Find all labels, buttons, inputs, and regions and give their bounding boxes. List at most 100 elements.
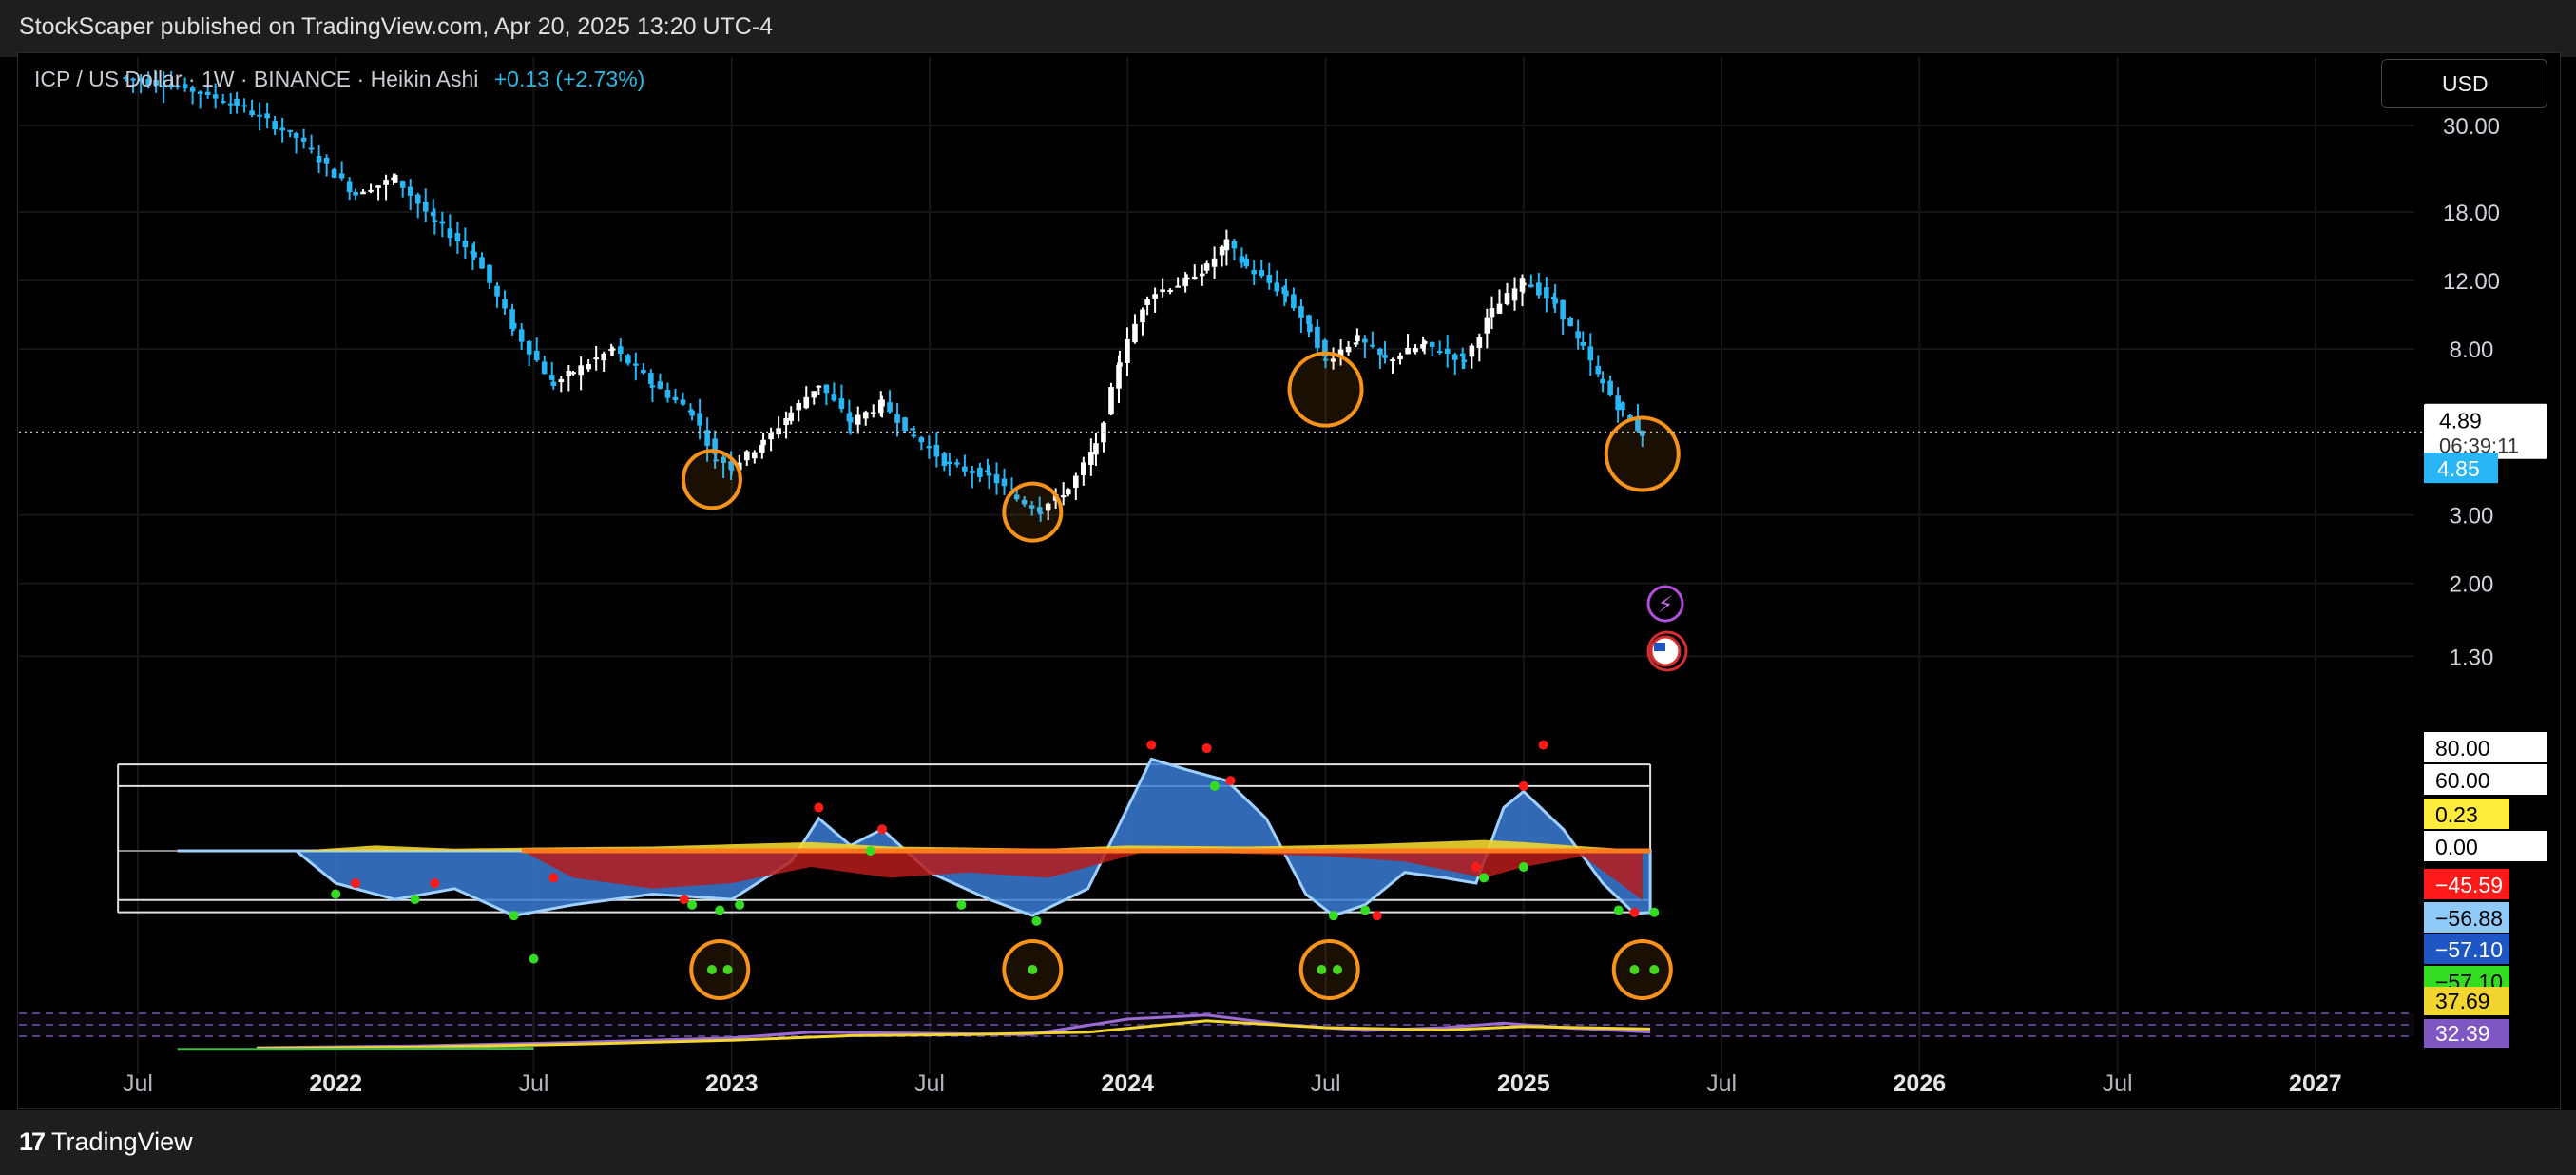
candle-body [1451, 354, 1458, 360]
candle-body [189, 87, 196, 92]
oscillator-red-dot [1629, 907, 1640, 917]
rsi-value-tag [2424, 987, 2509, 1015]
oscillator-green-dot [722, 965, 733, 974]
oscillator-green-dot [1629, 965, 1640, 974]
candle-body [743, 451, 750, 461]
rsi-line [256, 1013, 1651, 1050]
candle-body [601, 353, 606, 361]
time-tick-label: 2022 [309, 1070, 362, 1097]
candle-body [168, 85, 175, 87]
oscillator-area [521, 851, 1643, 900]
rsi-value-tag [2424, 1019, 2509, 1048]
currency-button[interactable]: USD [2381, 59, 2547, 108]
candle-body [1567, 318, 1573, 327]
candle-body [1620, 402, 1625, 411]
oscillator-red-dot [814, 802, 824, 813]
oscillator-green-dot [706, 965, 717, 974]
rsi-line [256, 1019, 1651, 1050]
footer: 17 TradingView [0, 1110, 2576, 1175]
price-axis: 30.0018.0012.008.003.002.001.304.8906:39… [2424, 114, 2547, 1048]
last-price-tag [2424, 403, 2547, 459]
candle-body [1615, 395, 1621, 411]
candle-body [1001, 478, 1008, 487]
candle-body [346, 181, 353, 193]
time-tick-label: Jul [519, 1070, 549, 1097]
candle-body [1551, 296, 1557, 299]
candle-body [1231, 241, 1238, 249]
candle-body [212, 94, 219, 99]
candle-body [728, 468, 735, 471]
oscillator-circle-marker [1611, 939, 1673, 1000]
oscillator-red-dot [1146, 740, 1157, 750]
candle-body [1484, 317, 1490, 334]
rsi-value-label: 32.39 [2435, 1021, 2490, 1046]
candle-body [1132, 323, 1138, 343]
candle-body [1223, 239, 1230, 251]
candle-body [593, 357, 599, 360]
candle-body [161, 85, 166, 88]
oscillator-green-dot [715, 905, 725, 915]
candle-body [1073, 475, 1079, 488]
candle-body [541, 361, 548, 375]
candle-body [308, 147, 315, 150]
change-label: +0.13 (+2.73%) [493, 67, 645, 91]
candle-body [846, 413, 853, 422]
lightning-glyph: ⚡ [1658, 592, 1674, 618]
candle-body [910, 428, 915, 431]
oscillator-red-dot [1201, 743, 1212, 754]
candle-body [759, 445, 765, 453]
candle-body [1377, 348, 1383, 356]
oscillator-green-dot [1209, 780, 1220, 791]
oscillator-red-dot [548, 873, 559, 883]
candle-body [1528, 284, 1534, 288]
candle-body [1307, 323, 1313, 333]
candle-body [1088, 452, 1094, 465]
candle-body [1511, 288, 1518, 301]
candle-body [392, 174, 398, 183]
candle-body [518, 329, 525, 342]
candle-body [510, 322, 517, 329]
chart-frame[interactable] [17, 52, 2561, 1109]
candle-body [1060, 495, 1067, 498]
candle-body [432, 220, 438, 222]
candle-body [1160, 289, 1165, 293]
candle-body [1203, 263, 1210, 271]
candle-body [664, 390, 671, 398]
oscillator-value-label: −57.10 [2435, 937, 2503, 962]
candle-body [338, 173, 345, 179]
candle-body [1469, 345, 1475, 357]
candle-body [1635, 417, 1641, 432]
rsi-line [177, 1047, 534, 1051]
oscillator-red-dot [1372, 911, 1382, 921]
candle-body [838, 398, 845, 410]
candle-body [1045, 503, 1051, 511]
time-axis: Jul 2022 Jul 2023 Jul 2024 Jul 2025 Jul 2026 Jul 20… [123, 1070, 2342, 1097]
candle-body [197, 91, 203, 95]
candle-body [1436, 351, 1443, 354]
candle-body [768, 433, 774, 440]
candle-body [1140, 309, 1145, 323]
candle-body [1444, 348, 1451, 354]
candle-body [918, 437, 925, 443]
candle-body [1595, 366, 1602, 375]
candle-body [1600, 378, 1605, 384]
candle-body [586, 364, 591, 370]
candle-body [1476, 337, 1483, 348]
candle-body [697, 413, 702, 426]
candle-body [323, 157, 330, 164]
time-tick-label: Jul [914, 1070, 945, 1097]
oscillator-green-dot [1649, 907, 1660, 917]
candle-body [430, 211, 436, 217]
price-tick-label: 3.00 [2450, 504, 2494, 530]
candle-body [407, 186, 413, 196]
candle-body [672, 396, 679, 401]
candle-body [1382, 355, 1388, 358]
candle-body [760, 439, 766, 446]
oscillator-value-tag [2424, 869, 2509, 899]
candle-body [1639, 430, 1645, 436]
symbol-label[interactable]: ICP / US Dollar · 1W · BINANCE · Heikin … [34, 67, 479, 91]
candle-body [648, 373, 654, 385]
secondary-price-label: 4.85 [2437, 456, 2480, 481]
candle-body [911, 434, 917, 437]
